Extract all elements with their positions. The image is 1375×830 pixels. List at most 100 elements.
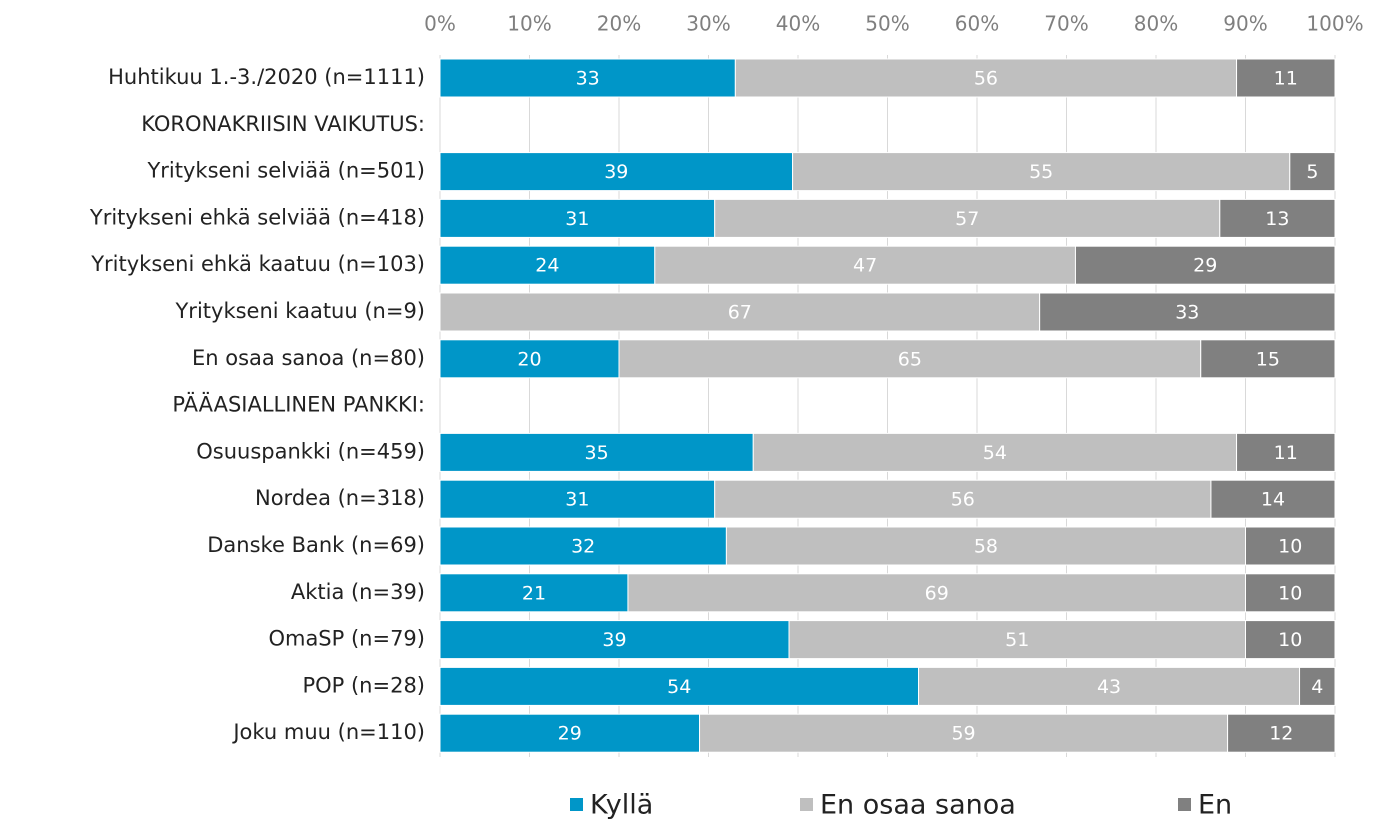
bar-segment	[725, 526, 1246, 566]
x-tick-label: 30%	[686, 12, 730, 36]
bar-segment	[439, 152, 794, 192]
data-label: 57	[955, 208, 979, 230]
bar-segment	[439, 620, 790, 660]
y-tick-label: Osuuspankki (n=459)	[196, 439, 425, 463]
data-label: 24	[535, 255, 559, 277]
y-tick-label: Yritykseni kaatuu (n=9)	[174, 299, 425, 323]
data-label: 14	[1261, 489, 1285, 511]
data-label: 32	[571, 536, 595, 558]
data-label: 31	[565, 208, 589, 230]
bar-segment	[1236, 58, 1336, 98]
bar-segment	[439, 573, 629, 613]
bar-segment	[1236, 432, 1336, 472]
data-label: 55	[1029, 161, 1053, 183]
bar-segment	[1245, 573, 1336, 613]
bar-segment	[1227, 713, 1336, 753]
legend-swatch	[570, 798, 583, 811]
data-label: 59	[951, 723, 975, 745]
data-label: 56	[951, 489, 975, 511]
data-label: 51	[1005, 629, 1029, 651]
bar-segment	[439, 432, 754, 472]
bar-segment	[618, 339, 1202, 379]
bar-segment	[699, 713, 1229, 753]
legend-label: En osaa sanoa	[820, 790, 1016, 821]
data-label: 31	[565, 489, 589, 511]
data-label: 15	[1256, 348, 1280, 370]
data-label: 54	[667, 676, 691, 698]
bar-segment	[439, 526, 727, 566]
bar-segment	[1210, 479, 1336, 519]
bar-segment	[792, 152, 1291, 192]
data-label: 47	[853, 255, 877, 277]
x-tick-label: 70%	[1044, 12, 1088, 36]
y-tick-label: Danske Bank (n=69)	[207, 533, 425, 557]
bar-segment	[714, 479, 1212, 519]
bar-segment	[439, 198, 716, 238]
data-label: 33	[576, 68, 600, 90]
bar-segment	[439, 339, 620, 379]
y-tick-label: KORONAKRIISIN VAIKUTUS:	[141, 112, 425, 136]
data-label: 29	[1193, 255, 1217, 277]
data-label: 4	[1311, 676, 1323, 698]
legend-label: En	[1198, 790, 1232, 821]
bar-segment	[1299, 666, 1336, 706]
data-label: 10	[1278, 582, 1302, 604]
bar-segment	[1039, 292, 1336, 332]
y-tick-label: Nordea (n=318)	[255, 486, 425, 510]
bar-segment	[439, 292, 1041, 332]
data-label: 56	[974, 68, 998, 90]
bar-segment	[439, 713, 701, 753]
bar-segment	[918, 666, 1301, 706]
bar-segment	[1245, 620, 1336, 660]
x-tick-label: 100%	[1306, 12, 1363, 36]
legend-swatch	[800, 798, 813, 811]
bar-segment	[439, 479, 716, 519]
x-tick-label: 50%	[865, 12, 909, 36]
bar-segment	[734, 58, 1238, 98]
data-label: 5	[1306, 161, 1318, 183]
bar-segment	[788, 620, 1246, 660]
data-label: 20	[517, 348, 541, 370]
bar-segment	[1074, 245, 1336, 285]
y-tick-label: Yritykseni selviää (n=501)	[146, 159, 425, 183]
x-tick-label: 20%	[597, 12, 641, 36]
x-tick-label: 0%	[424, 12, 456, 36]
data-label: 12	[1269, 723, 1293, 745]
y-tick-label: Yritykseni ehkä selviää (n=418)	[89, 205, 425, 229]
data-label: 21	[522, 582, 546, 604]
data-label: 67	[728, 302, 752, 324]
x-tick-label: 40%	[776, 12, 820, 36]
data-label: 11	[1274, 68, 1298, 90]
data-label: 39	[602, 629, 626, 651]
data-label: 13	[1265, 208, 1289, 230]
bar-segment	[439, 58, 736, 98]
data-label: 58	[974, 536, 998, 558]
y-tick-label: PÄÄASIALLINEN PANKKI:	[172, 392, 425, 417]
y-tick-label: Joku muu (n=110)	[231, 720, 425, 744]
bar-segment	[1219, 198, 1336, 238]
x-tick-label: 10%	[507, 12, 551, 36]
y-tick-label: POP (n=28)	[302, 673, 425, 697]
data-label: 43	[1097, 676, 1121, 698]
data-label: 54	[983, 442, 1007, 464]
data-label: 65	[898, 348, 922, 370]
bar-segment	[1245, 526, 1336, 566]
x-tick-label: 60%	[955, 12, 999, 36]
x-tick-label: 80%	[1134, 12, 1178, 36]
bar-segment	[1289, 152, 1336, 192]
data-label: 69	[925, 582, 949, 604]
bar-segment	[654, 245, 1076, 285]
y-tick-label: En osaa sanoa (n=80)	[192, 346, 425, 370]
bar-segment	[439, 666, 920, 706]
data-label: 10	[1278, 629, 1302, 651]
y-tick-label: Aktia (n=39)	[291, 580, 425, 604]
x-tick-label: 90%	[1223, 12, 1267, 36]
bar-segment	[752, 432, 1238, 472]
data-label: 39	[604, 161, 628, 183]
data-label: 10	[1278, 536, 1302, 558]
legend-swatch	[1178, 798, 1191, 811]
bar-segment	[1200, 339, 1336, 379]
data-label: 29	[558, 723, 582, 745]
data-label: 35	[585, 442, 609, 464]
